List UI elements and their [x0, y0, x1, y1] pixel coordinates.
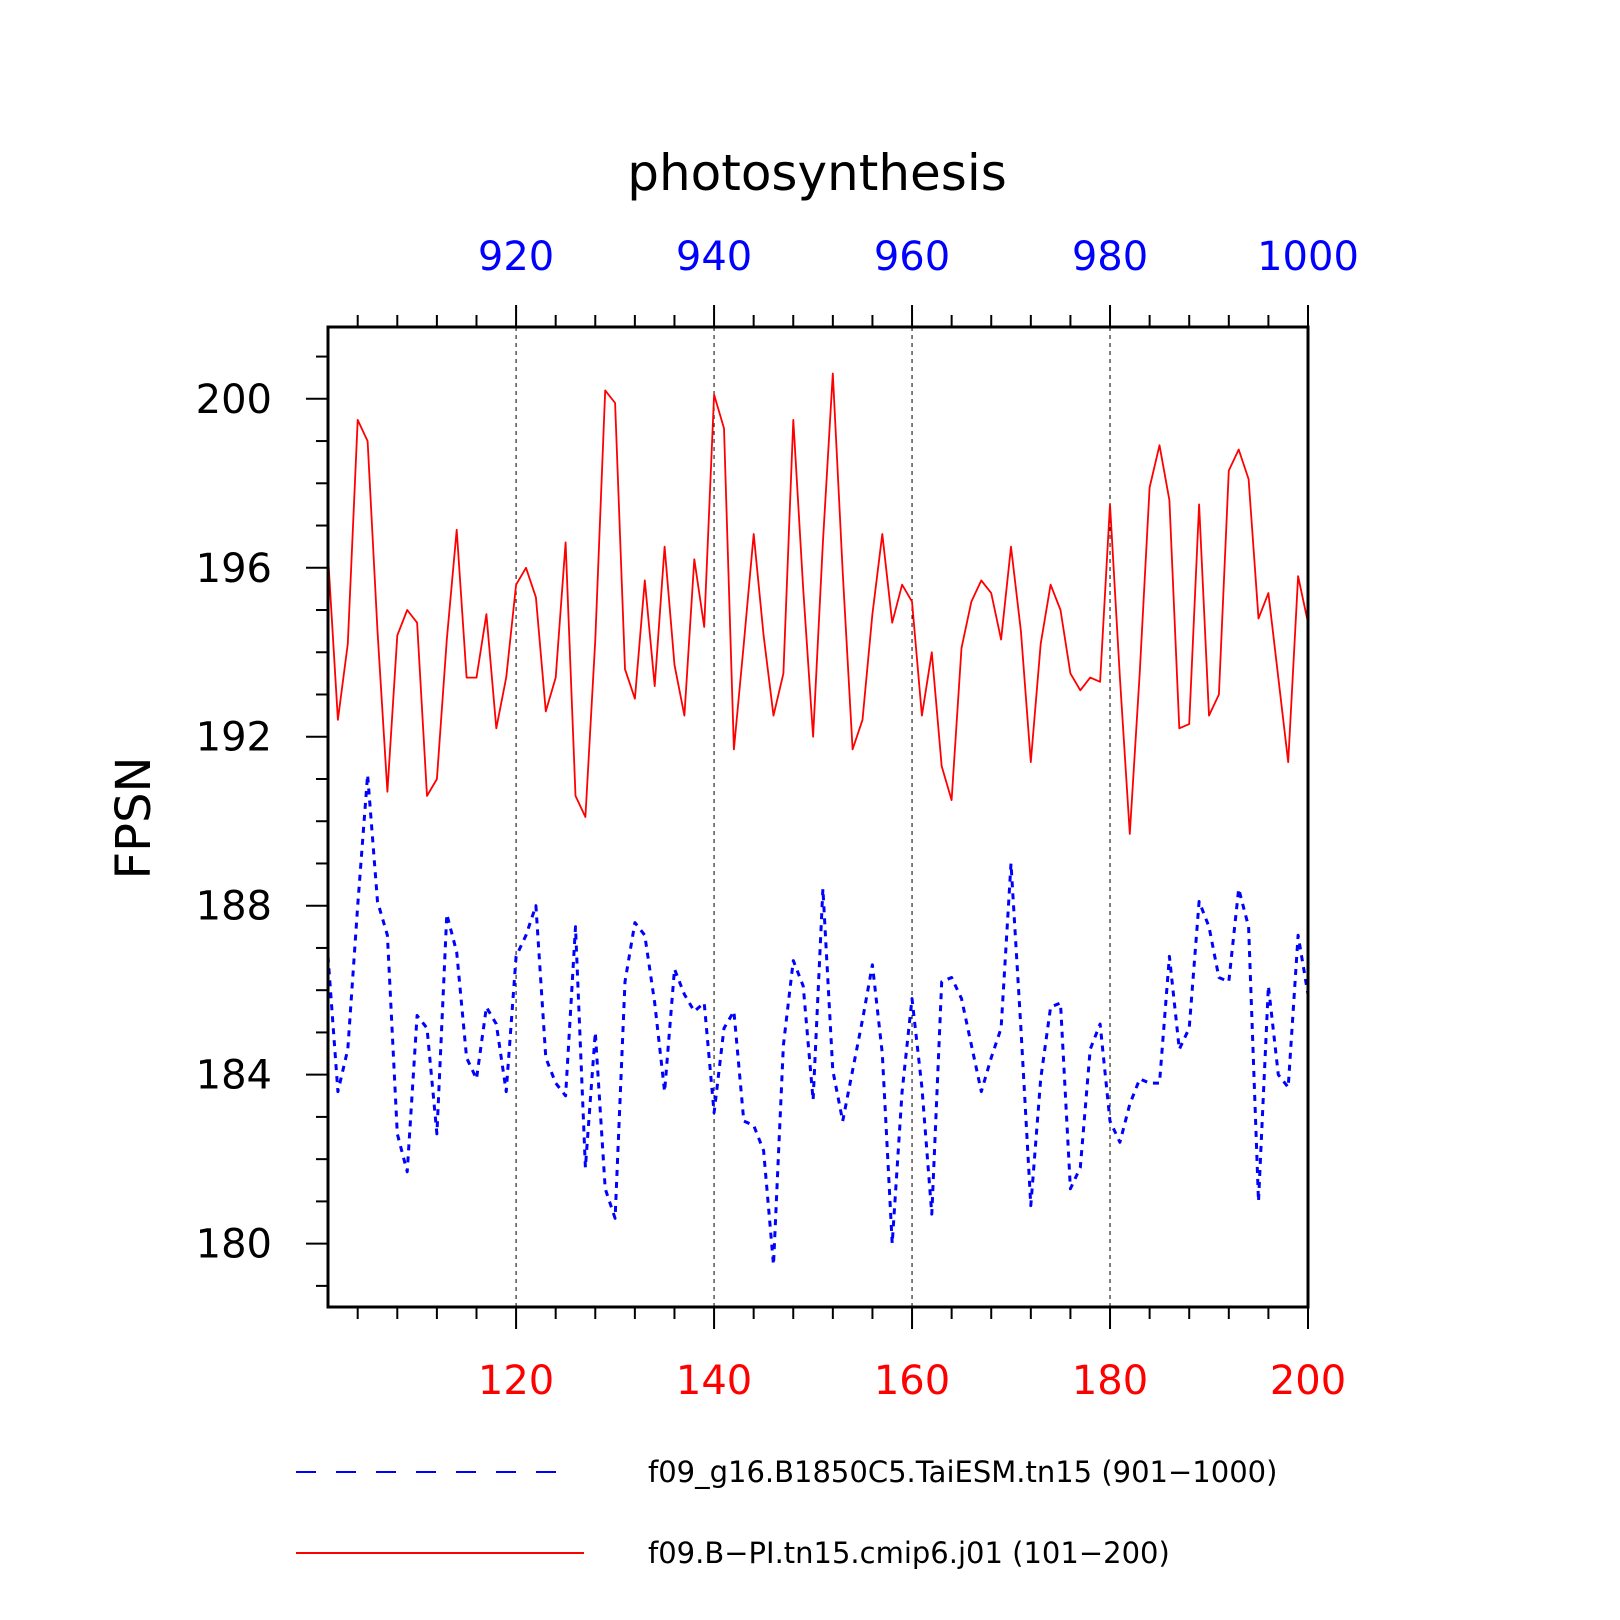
y-tick-label: 196 — [196, 546, 272, 592]
series-line-1 — [327, 372, 1309, 835]
legend: f09_g16.B1850C5.TaiESM.tn15 (901−1000) f… — [296, 1455, 1277, 1570]
x-top-tick-label: 1000 — [1257, 234, 1359, 280]
axis-layer: 180 184 188 192 196 200 120 140 160 180 200 920 940 9… — [196, 234, 1359, 1404]
y-tick-label: 188 — [196, 884, 272, 930]
y-tick-label: 184 — [196, 1053, 272, 1099]
y-tick-label: 192 — [196, 715, 272, 761]
legend-item-red: f09.B−PI.tn15.cmip6.j01 (101−200) — [296, 1536, 1170, 1570]
x-top-tick-label: 980 — [1072, 234, 1148, 280]
x-top-tick-label: 920 — [478, 234, 554, 280]
x-top-tick-label: 960 — [874, 234, 950, 280]
x-bottom-tick-label: 200 — [1270, 1358, 1346, 1404]
chart-title: photosynthesis — [627, 144, 1007, 202]
plot-frame — [326, 325, 1310, 1309]
gridlines — [515, 327, 1111, 1307]
y-tick-label: 180 — [196, 1222, 272, 1268]
x-bottom-tick-label: 180 — [1072, 1358, 1148, 1404]
legend-item-blue: f09_g16.B1850C5.TaiESM.tn15 (901−1000) — [296, 1455, 1277, 1489]
series-line-0 — [326, 773, 1310, 1267]
x-bottom-tick-label: 160 — [874, 1358, 950, 1404]
x-bottom-tick-label: 140 — [676, 1358, 752, 1404]
legend-label-blue: f09_g16.B1850C5.TaiESM.tn15 (901−1000) — [648, 1455, 1277, 1489]
x-top-tick-label: 940 — [676, 234, 752, 280]
x-bottom-tick-label: 120 — [478, 1358, 554, 1404]
legend-label-red: f09.B−PI.tn15.cmip6.j01 (101−200) — [648, 1536, 1170, 1570]
y-axis-label: FPSN — [106, 757, 162, 880]
y-tick-label: 200 — [196, 377, 272, 423]
series-layer — [326, 372, 1310, 1267]
